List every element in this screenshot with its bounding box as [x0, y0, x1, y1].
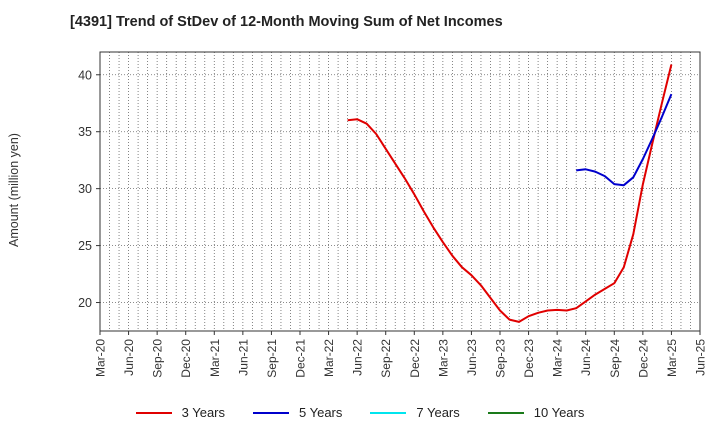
- plot-frame: [99, 51, 701, 332]
- legend-label: 3 Years: [181, 405, 225, 420]
- x-tick-label: Sep-24: [608, 339, 622, 378]
- x-tick-label: Mar-24: [551, 339, 565, 377]
- legend-item: 7 Years: [370, 405, 460, 420]
- legend-label: 10 Years: [533, 405, 585, 420]
- legend-label: 5 Years: [299, 405, 343, 420]
- x-tick-label: Dec-21: [294, 339, 308, 378]
- x-tick-label: Jun-22: [351, 339, 365, 376]
- x-tick-label: Sep-21: [265, 339, 279, 378]
- legend-item: 10 Years: [487, 405, 585, 420]
- x-tick-label: Mar-21: [208, 339, 222, 377]
- x-tick-label: Mar-22: [322, 339, 336, 377]
- legend-item: 3 Years: [135, 405, 225, 420]
- y-tick-label: 40: [78, 68, 92, 82]
- x-axis-ticks: Mar-20 Jun-20 Sep-20 Dec-20 Mar-21 Jun-21 Sep-…: [94, 331, 708, 378]
- x-tick-label: Mar-20: [94, 339, 108, 377]
- x-tick-label: Jun-20: [122, 339, 136, 376]
- legend-swatch: [370, 411, 407, 414]
- x-tick-label: Dec-24: [636, 339, 650, 378]
- chart-grid: [100, 52, 700, 331]
- chart-title: [4391] Trend of StDev of 12-Month Moving…: [70, 14, 503, 30]
- y-tick-label: 20: [78, 296, 92, 310]
- x-tick-label: Dec-22: [408, 339, 422, 378]
- x-tick-label: Jun-23: [465, 339, 479, 376]
- y-axis-ticks: 20 25 30 35 40: [78, 68, 100, 310]
- series-line-3-years: [347, 64, 673, 323]
- legend-item: 5 Years: [253, 405, 342, 420]
- legend-swatch: [253, 411, 289, 414]
- x-tick-label: Mar-25: [665, 339, 679, 377]
- x-tick-label: Jun-25: [694, 339, 708, 376]
- chart-legend: 3 Years 5 Years 7 Years 10 Years: [0, 405, 720, 420]
- y-tick-label: 30: [78, 182, 92, 196]
- x-tick-label: Sep-23: [494, 339, 508, 378]
- legend-swatch: [135, 411, 172, 414]
- x-tick-label: Dec-20: [179, 339, 193, 378]
- x-tick-label: Sep-20: [151, 339, 165, 378]
- legend-label: 7 Years: [416, 405, 460, 420]
- legend-swatch: [487, 411, 524, 414]
- series-line-5-years: [576, 93, 673, 187]
- x-tick-label: Dec-23: [522, 339, 536, 378]
- y-tick-label: 35: [78, 125, 92, 139]
- x-tick-label: Jun-21: [236, 339, 250, 376]
- chart-series: [347, 64, 673, 323]
- x-tick-label: Jun-24: [579, 339, 593, 376]
- x-tick-label: Mar-23: [436, 339, 450, 377]
- y-tick-label: 25: [78, 239, 92, 253]
- x-tick-label: Sep-22: [379, 339, 393, 378]
